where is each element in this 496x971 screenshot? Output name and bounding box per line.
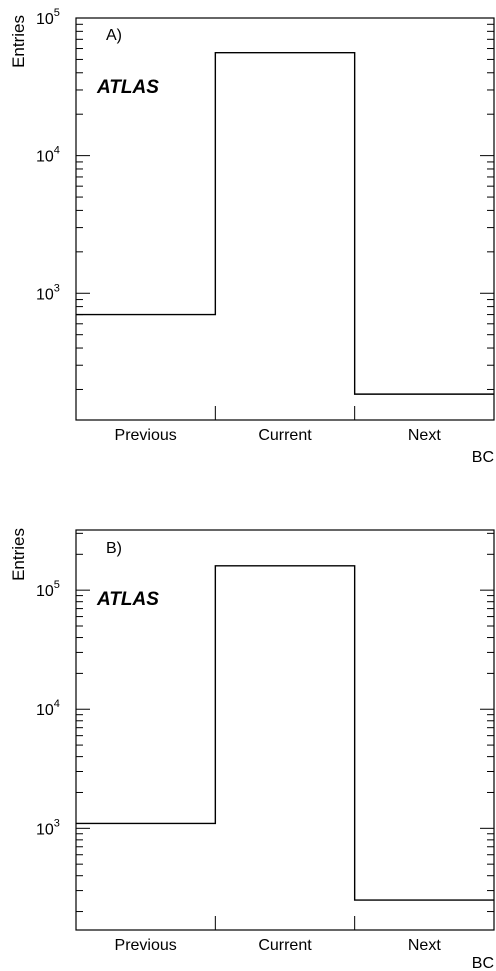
histogram-line	[76, 51, 494, 395]
y-tick-exponent: 4	[54, 698, 60, 710]
y-tick-exponent: 5	[54, 579, 60, 591]
plot-frame	[75, 529, 495, 931]
x-tick-label: Current	[258, 427, 312, 444]
x-tick-label: Next	[408, 427, 441, 444]
y-tick-exponent: 3	[54, 817, 60, 829]
y-tick-label: 103	[36, 817, 60, 838]
y-tick-base: 10	[36, 149, 54, 166]
y-tick-label: 105	[36, 579, 60, 600]
x-tick-label: Next	[408, 937, 441, 954]
x-axis-label: BC	[472, 449, 494, 466]
y-axis-label: Entries	[9, 528, 28, 581]
y-tick-base: 10	[36, 286, 54, 303]
y-tick-label: 105	[36, 7, 60, 28]
y-tick-label: 103	[36, 282, 60, 303]
histogram-line	[76, 565, 494, 901]
y-tick-base: 10	[36, 583, 54, 600]
panel-tag: B)	[106, 540, 122, 557]
y-tick-label: 104	[36, 145, 60, 166]
plot-frame	[75, 17, 495, 421]
x-tick-label: Previous	[115, 427, 177, 444]
x-axis-label: BC	[472, 955, 494, 971]
y-tick-exponent: 3	[54, 282, 60, 294]
x-tick-label: Previous	[115, 937, 177, 954]
atlas-logo: ATLAS	[96, 589, 159, 610]
y-tick-exponent: 5	[54, 7, 60, 19]
panel-tag: A)	[106, 27, 122, 44]
y-tick-base: 10	[36, 821, 54, 838]
y-tick-base: 10	[36, 702, 54, 719]
x-tick-label: Current	[258, 937, 312, 954]
y-tick-base: 10	[36, 11, 54, 28]
y-tick-label: 104	[36, 698, 60, 719]
atlas-logo: ATLAS	[96, 77, 159, 98]
y-tick-exponent: 4	[54, 145, 60, 157]
y-axis-label: Entries	[9, 15, 28, 68]
